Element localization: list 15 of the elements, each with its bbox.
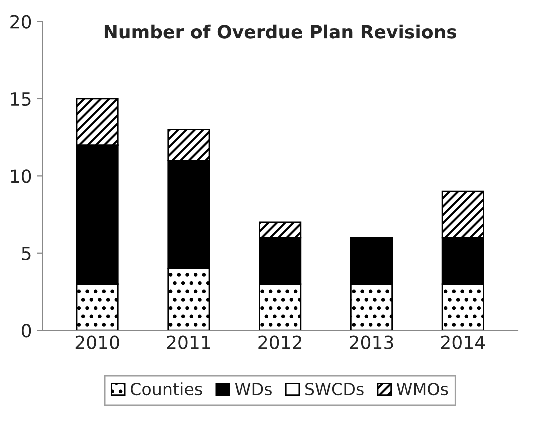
x-tick-label: 2010	[76, 336, 120, 350]
y-tick-label: 15	[11, 92, 31, 106]
x-tick-label: 2014	[441, 336, 486, 350]
legend-label: WMOs	[396, 382, 448, 396]
legend-label: WDs	[235, 383, 272, 396]
x-tick-label: 2012	[258, 336, 302, 350]
x-tick-label: 2013	[350, 336, 394, 350]
y-tick-label: 10	[11, 170, 32, 184]
legend-label: SWCDs	[306, 382, 364, 396]
y-tick-label: 20	[10, 15, 32, 29]
x-tick-label: 2011	[167, 336, 210, 350]
y-tick-label: 0	[22, 324, 32, 338]
y-tick-label: 5	[22, 247, 31, 261]
chart-title: Number of Overdue Plan Revisions	[104, 24, 457, 39]
legend-label: Counties	[130, 382, 202, 396]
